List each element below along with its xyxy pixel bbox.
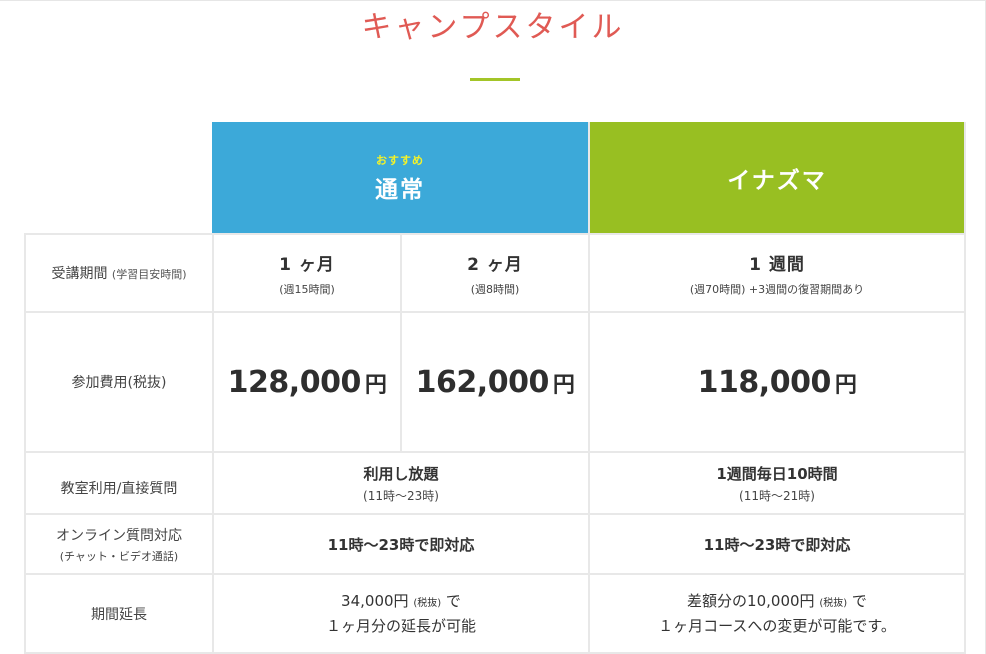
cell-fee-inazuma: 118,000 円 [588,311,966,453]
plan-name-regular: 通常 [375,176,425,203]
row-label-classroom: 教室利用/直接質問 [24,451,214,515]
fee-two-month: 162,000 円 [415,364,575,400]
period-one-week-hours: (週70時間) +3週間の復習期間あり [689,282,865,296]
row-label-online-text: オンライン質問対応 [56,527,182,544]
title-underline [470,78,520,81]
period-two-month-hours: (週8時間) [470,282,520,296]
classroom-inazuma-hours: (11時〜21時) [739,488,815,503]
cell-extension-inazuma: 差額分の10,000円 (税抜) で １ヶ月コースへの変更が可能です。 [588,573,966,654]
page-title: キャンプスタイル [361,10,625,45]
cell-fee-two-month: 162,000 円 [400,311,590,453]
fee-inazuma: 118,000 円 [697,364,857,400]
cell-online-regular: 11時〜23時で即対応 [212,513,590,575]
online-regular: 11時〜23時で即対応 [327,535,475,554]
yen-unit: 円 [834,372,857,398]
period-two-month: 2 ヶ月 [467,254,523,275]
plan-header-inazuma: イナズマ [588,122,966,233]
top-divider [0,0,986,1]
row-label-online: オンライン質問対応 (チャット・ビデオ通話) [24,513,214,575]
classroom-inazuma: 1週間毎日10時間 [716,464,838,483]
yen-unit: 円 [364,372,387,398]
period-one-week: 1 週間 [749,254,805,275]
row-label-period-note: (学習目安時間) [111,268,187,281]
period-one-month-hours: (週15時間) [279,282,335,296]
extension-regular-line1: 34,000円 (税抜) で [341,591,461,610]
cell-extension-regular: 34,000円 (税抜) で １ヶ月分の延長が可能 [212,573,590,654]
row-label-fee: 参加費用(税抜) [24,311,214,453]
row-label-period: 受講期間 (学習目安時間) [24,233,214,313]
row-label-online-note: (チャット・ビデオ通話) [59,549,179,563]
yen-unit: 円 [552,372,575,398]
fee-one-month: 128,000 円 [227,364,387,400]
cell-online-inazuma: 11時〜23時で即対応 [588,513,966,575]
plan-header-regular: おすすめ 通常 [212,122,588,233]
plan-name-inazuma: イナズマ [727,167,827,194]
extension-inazuma-line1: 差額分の10,000円 (税抜) で [687,591,867,610]
classroom-regular-hours: (11時〜23時) [363,488,439,503]
cell-period-one-month: 1 ヶ月 (週15時間) [212,233,402,313]
cell-classroom-inazuma: 1週間毎日10時間 (11時〜21時) [588,451,966,515]
cell-classroom-regular: 利用し放題 (11時〜23時) [212,451,590,515]
classroom-regular: 利用し放題 [363,464,439,483]
row-label-period-text: 受講期間 (学習目安時間) [51,266,187,282]
period-one-month: 1 ヶ月 [279,254,335,275]
cell-period-one-week: 1 週間 (週70時間) +3週間の復習期間あり [588,233,966,313]
extension-inazuma-line2: １ヶ月コースへの変更が可能です。 [658,616,896,635]
online-inazuma: 11時〜23時で即対応 [703,535,851,554]
extension-regular-line2: １ヶ月分の延長が可能 [325,616,476,635]
row-label-extension: 期間延長 [24,573,214,654]
recommended-badge: おすすめ [376,153,424,167]
cell-period-two-month: 2 ヶ月 (週8時間) [400,233,590,313]
cell-fee-one-month: 128,000 円 [212,311,402,453]
